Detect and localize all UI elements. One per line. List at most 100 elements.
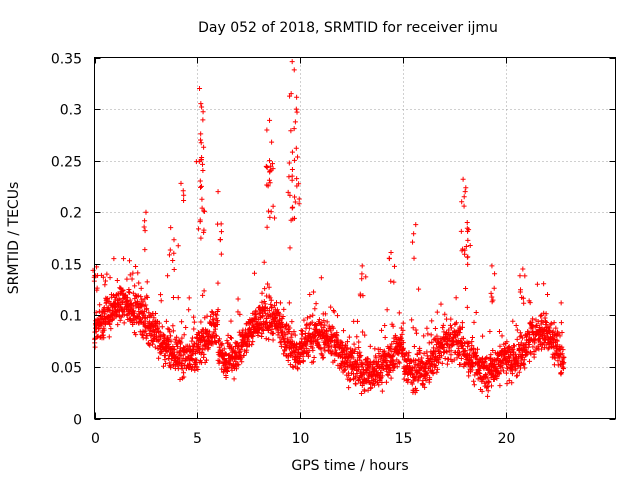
data-point bbox=[213, 332, 219, 338]
data-point bbox=[218, 221, 224, 227]
data-point bbox=[237, 349, 243, 355]
data-point bbox=[289, 173, 295, 179]
data-point bbox=[353, 373, 359, 379]
data-point bbox=[514, 373, 520, 379]
data-point bbox=[354, 334, 360, 340]
data-point bbox=[107, 308, 113, 314]
data-point bbox=[383, 379, 389, 385]
data-point bbox=[486, 379, 492, 385]
data-point bbox=[356, 339, 362, 345]
data-point bbox=[262, 286, 268, 292]
data-point bbox=[514, 336, 520, 342]
data-point bbox=[444, 316, 450, 322]
data-point bbox=[559, 370, 565, 376]
data-point bbox=[288, 334, 294, 340]
data-point bbox=[411, 343, 417, 349]
data-point bbox=[322, 322, 328, 328]
data-point bbox=[435, 366, 441, 372]
data-point bbox=[362, 332, 368, 338]
data-point bbox=[287, 93, 293, 99]
x-axis-label: GPS time / hours bbox=[291, 458, 408, 474]
data-point bbox=[286, 174, 292, 180]
data-point bbox=[394, 364, 400, 370]
data-point bbox=[496, 370, 502, 376]
data-point bbox=[249, 342, 255, 348]
data-point bbox=[487, 329, 493, 335]
data-point bbox=[116, 296, 122, 302]
data-point bbox=[380, 362, 386, 368]
data-point bbox=[466, 340, 472, 346]
data-point bbox=[458, 362, 464, 368]
data-point bbox=[518, 287, 524, 293]
data-point bbox=[157, 329, 163, 335]
data-point bbox=[310, 359, 316, 365]
data-point bbox=[363, 367, 369, 373]
data-point bbox=[266, 208, 272, 214]
data-point bbox=[144, 306, 150, 312]
data-point bbox=[211, 317, 217, 323]
data-point bbox=[490, 347, 496, 353]
data-point bbox=[130, 302, 136, 308]
data-point bbox=[151, 315, 157, 321]
data-point bbox=[260, 327, 266, 333]
data-point bbox=[359, 271, 365, 277]
data-point bbox=[434, 309, 440, 315]
data-point bbox=[266, 308, 272, 314]
data-point bbox=[540, 329, 546, 335]
data-point bbox=[270, 203, 276, 209]
data-point bbox=[517, 273, 523, 279]
data-point bbox=[318, 346, 324, 352]
data-point bbox=[181, 197, 187, 203]
data-point bbox=[560, 365, 566, 371]
data-point bbox=[505, 349, 511, 355]
data-point bbox=[388, 375, 394, 381]
data-point bbox=[171, 250, 177, 256]
data-point bbox=[467, 243, 473, 249]
data-point bbox=[545, 292, 551, 297]
data-point bbox=[509, 380, 515, 386]
data-point bbox=[133, 332, 139, 338]
data-point bbox=[168, 225, 174, 231]
data-point bbox=[331, 309, 337, 315]
data-point bbox=[376, 359, 382, 365]
data-point bbox=[268, 209, 274, 215]
data-point bbox=[541, 345, 547, 351]
data-point bbox=[304, 315, 310, 321]
data-point bbox=[259, 299, 265, 305]
data-point bbox=[507, 346, 513, 352]
data-point bbox=[171, 237, 177, 243]
data-point bbox=[439, 360, 445, 366]
data-point bbox=[199, 205, 205, 211]
data-point bbox=[463, 185, 469, 191]
data-point bbox=[95, 317, 101, 323]
data-point bbox=[121, 320, 127, 326]
data-point bbox=[129, 276, 135, 282]
data-point bbox=[267, 158, 273, 164]
data-point bbox=[142, 228, 148, 234]
data-point bbox=[424, 325, 430, 331]
data-point bbox=[397, 360, 403, 366]
data-point bbox=[265, 183, 271, 189]
data-point bbox=[399, 331, 405, 337]
data-point bbox=[453, 320, 459, 326]
data-point bbox=[167, 329, 173, 335]
data-point bbox=[144, 279, 150, 285]
data-point bbox=[521, 300, 527, 306]
data-point bbox=[384, 368, 390, 374]
data-point bbox=[218, 251, 224, 257]
data-point bbox=[142, 218, 148, 224]
data-point bbox=[191, 314, 197, 320]
data-point bbox=[186, 307, 192, 313]
data-point bbox=[400, 327, 406, 333]
data-point bbox=[306, 330, 312, 336]
data-point bbox=[181, 192, 187, 198]
data-point bbox=[392, 360, 398, 366]
y-tick-label: 0.3 bbox=[60, 103, 82, 119]
data-point bbox=[358, 353, 364, 359]
data-point bbox=[215, 307, 221, 313]
data-point bbox=[259, 331, 265, 337]
data-point bbox=[181, 374, 187, 380]
data-point bbox=[483, 380, 489, 386]
data-point bbox=[473, 310, 479, 316]
data-point bbox=[171, 347, 177, 353]
